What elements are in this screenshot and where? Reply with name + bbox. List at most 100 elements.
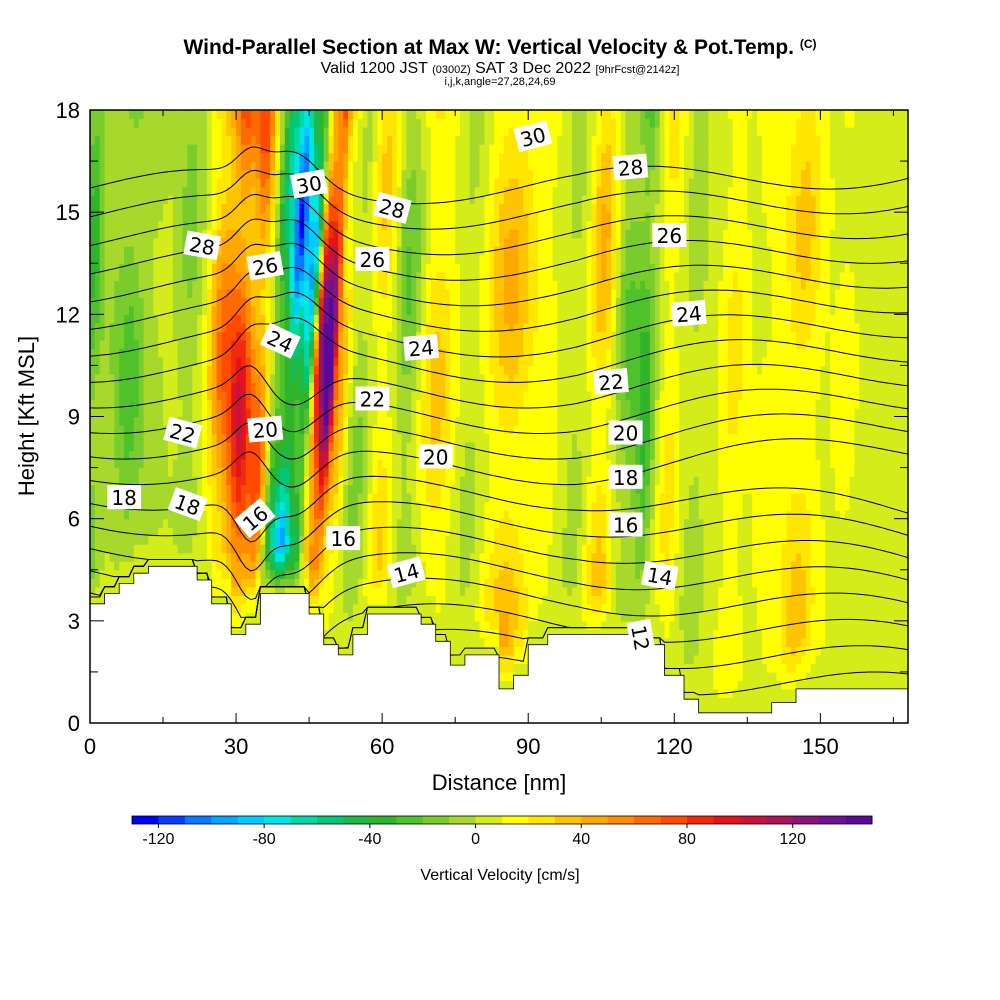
velocity-cell — [236, 569, 242, 579]
velocity-cell — [318, 561, 325, 571]
velocity-cell — [158, 127, 164, 137]
velocity-cell — [172, 229, 179, 239]
velocity-cell — [192, 305, 198, 315]
velocity-cell — [406, 382, 412, 392]
velocity-cell — [352, 229, 359, 239]
velocity-cell — [318, 314, 325, 324]
velocity-cell — [226, 127, 232, 137]
velocity-cell — [138, 254, 145, 264]
velocity-cell — [348, 578, 354, 588]
velocity-cell — [206, 459, 213, 469]
velocity-cell — [294, 229, 300, 239]
velocity-cell — [143, 263, 150, 273]
velocity-cell — [255, 535, 261, 545]
velocity-cell — [197, 552, 203, 562]
velocity-cell — [333, 459, 339, 469]
velocity-cell — [372, 135, 378, 145]
velocity-cell — [406, 373, 412, 383]
velocity-cell — [148, 195, 154, 205]
velocity-cell — [163, 161, 169, 171]
velocity-cell — [231, 331, 237, 341]
velocity-cell — [129, 339, 135, 349]
velocity-cell — [343, 220, 349, 230]
velocity-cell — [99, 263, 106, 273]
velocity-cell — [90, 161, 96, 171]
velocity-cell — [90, 331, 96, 341]
velocity-cell — [187, 135, 193, 145]
velocity-cell — [294, 518, 300, 528]
velocity-cell — [240, 254, 247, 264]
velocity-cell — [124, 314, 130, 324]
velocity-cell — [114, 161, 120, 171]
velocity-cell — [289, 212, 296, 222]
velocity-cell — [377, 476, 383, 486]
velocity-cell — [348, 339, 354, 349]
velocity-cell — [275, 152, 281, 162]
velocity-cell — [416, 280, 422, 290]
velocity-cell — [192, 271, 198, 281]
velocity-cell — [382, 314, 388, 324]
velocity-cell — [148, 339, 154, 349]
velocity-cell — [387, 331, 393, 341]
velocity-cell — [279, 510, 286, 520]
velocity-cell — [211, 169, 218, 179]
velocity-cell — [177, 161, 184, 171]
velocity-cell — [255, 391, 261, 401]
velocity-cell — [172, 152, 179, 162]
velocity-cell — [289, 450, 296, 460]
velocity-cell — [250, 169, 257, 179]
velocity-cell — [323, 493, 330, 503]
velocity-cell — [372, 561, 378, 571]
velocity-cell — [158, 229, 164, 239]
velocity-cell — [255, 178, 261, 188]
velocity-cell — [352, 144, 359, 154]
velocity-cell — [372, 365, 378, 375]
velocity-cell — [109, 203, 115, 213]
velocity-cell — [411, 382, 417, 392]
velocity-cell — [148, 501, 154, 511]
velocity-cell — [260, 442, 266, 452]
velocity-cell — [279, 314, 286, 324]
velocity-cell — [221, 331, 227, 341]
velocity-cell — [367, 510, 373, 520]
velocity-cell — [314, 322, 320, 332]
velocity-cell — [396, 178, 403, 188]
velocity-cell — [119, 348, 125, 358]
velocity-cell — [328, 416, 335, 426]
velocity-cell — [104, 459, 111, 469]
velocity-cell — [255, 135, 261, 145]
velocity-cell — [182, 544, 188, 554]
velocity-cell — [255, 331, 261, 341]
velocity-cell — [367, 135, 373, 145]
velocity-cell — [299, 254, 305, 264]
velocity-cell — [270, 484, 276, 494]
velocity-cell — [99, 484, 106, 494]
velocity-cell — [148, 229, 154, 239]
velocity-cell — [109, 161, 115, 171]
velocity-cell — [406, 484, 412, 494]
velocity-cell — [294, 127, 300, 137]
velocity-cell — [163, 459, 169, 469]
velocity-cell — [163, 391, 169, 401]
velocity-cell — [343, 271, 349, 281]
velocity-cell — [333, 595, 339, 605]
velocity-cell — [104, 348, 111, 358]
velocity-cell — [143, 118, 150, 128]
velocity-cell — [104, 578, 111, 588]
velocity-cell — [387, 254, 393, 264]
velocity-cell — [158, 373, 164, 383]
velocity-cell — [377, 416, 383, 426]
velocity-cell — [158, 544, 164, 554]
velocity-cell — [421, 212, 427, 222]
velocity-cell — [314, 450, 320, 460]
velocity-cell — [338, 280, 344, 290]
velocity-cell — [348, 586, 354, 596]
velocity-cell — [114, 237, 120, 247]
velocity-cell — [211, 459, 218, 469]
velocity-cell — [172, 195, 179, 205]
velocity-cell — [348, 220, 354, 230]
velocity-cell — [148, 399, 154, 409]
velocity-cell — [328, 518, 335, 528]
velocity-cell — [187, 169, 193, 179]
velocity-cell — [197, 459, 203, 469]
